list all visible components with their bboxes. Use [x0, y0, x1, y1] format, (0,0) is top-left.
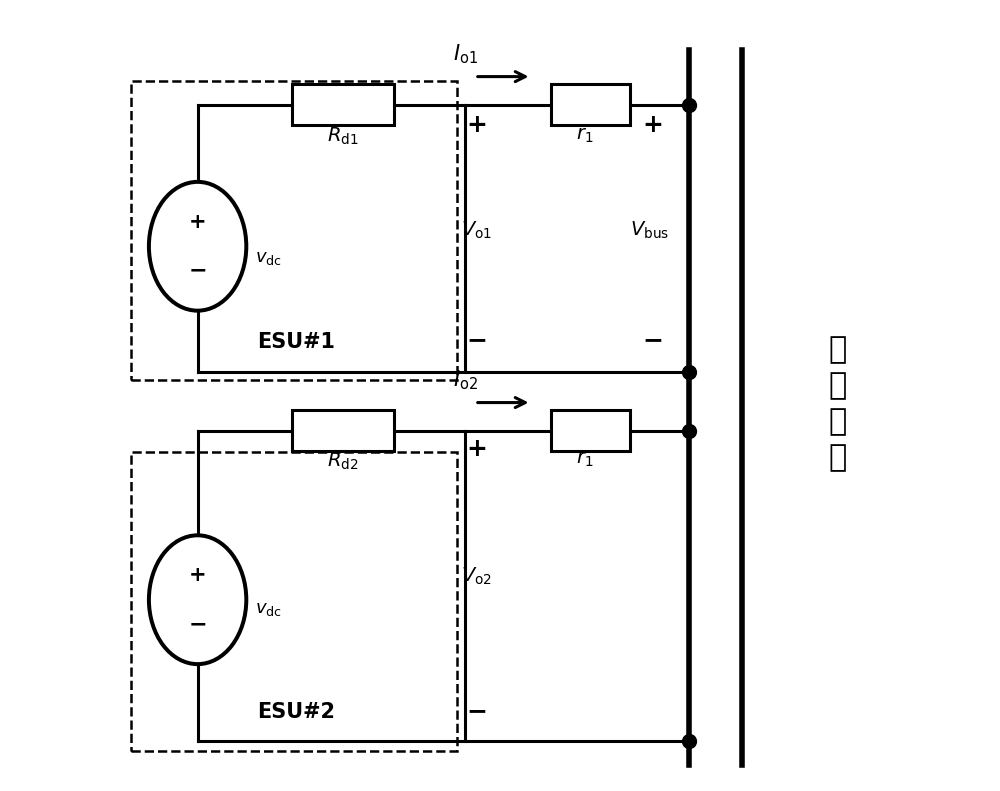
Bar [551, 411, 630, 452]
Bar [292, 85, 394, 125]
Text: $\mathit{R}_{\mathrm{d2}}$: $\mathit{R}_{\mathrm{d2}}$ [327, 451, 359, 471]
Text: $\mathit{v}_{\mathrm{dc}}$: $\mathit{v}_{\mathrm{dc}}$ [255, 600, 282, 618]
Text: $\mathit{I}_{\mathrm{o2}}$: $\mathit{I}_{\mathrm{o2}}$ [453, 368, 478, 392]
Text: $\mathit{I}_{\mathrm{o1}}$: $\mathit{I}_{\mathrm{o1}}$ [453, 42, 478, 66]
Text: ESU#1: ESU#1 [257, 332, 335, 352]
Text: 直
流
母
线: 直 流 母 线 [829, 335, 847, 471]
Ellipse shape [149, 536, 246, 664]
Text: ESU#2: ESU#2 [257, 702, 335, 722]
Ellipse shape [149, 182, 246, 311]
Text: −: − [643, 328, 664, 353]
Text: −: − [188, 261, 207, 281]
Text: +: + [189, 212, 206, 232]
Text: $\mathit{V}_{\mathrm{o2}}$: $\mathit{V}_{\mathrm{o2}}$ [461, 566, 492, 587]
Text: −: − [466, 699, 487, 723]
Text: $\mathit{r}_{\mathrm{1}}$: $\mathit{r}_{\mathrm{1}}$ [576, 126, 594, 145]
Text: −: − [188, 614, 207, 634]
Text: +: + [189, 566, 206, 585]
Bar [551, 85, 630, 125]
Text: $\mathit{R}_{\mathrm{d1}}$: $\mathit{R}_{\mathrm{d1}}$ [327, 126, 359, 147]
Text: $\mathit{r}_{\mathrm{1}}$: $\mathit{r}_{\mathrm{1}}$ [576, 451, 594, 470]
Text: +: + [643, 112, 664, 137]
Text: −: − [466, 328, 487, 353]
Text: $\mathit{V}_{\mathrm{bus}}$: $\mathit{V}_{\mathrm{bus}}$ [630, 220, 669, 241]
Text: $\mathit{V}_{\mathrm{o1}}$: $\mathit{V}_{\mathrm{o1}}$ [461, 220, 492, 241]
Text: $\mathit{v}_{\mathrm{dc}}$: $\mathit{v}_{\mathrm{dc}}$ [255, 249, 282, 267]
Text: +: + [466, 437, 487, 461]
Bar [292, 411, 394, 452]
Text: +: + [466, 112, 487, 137]
